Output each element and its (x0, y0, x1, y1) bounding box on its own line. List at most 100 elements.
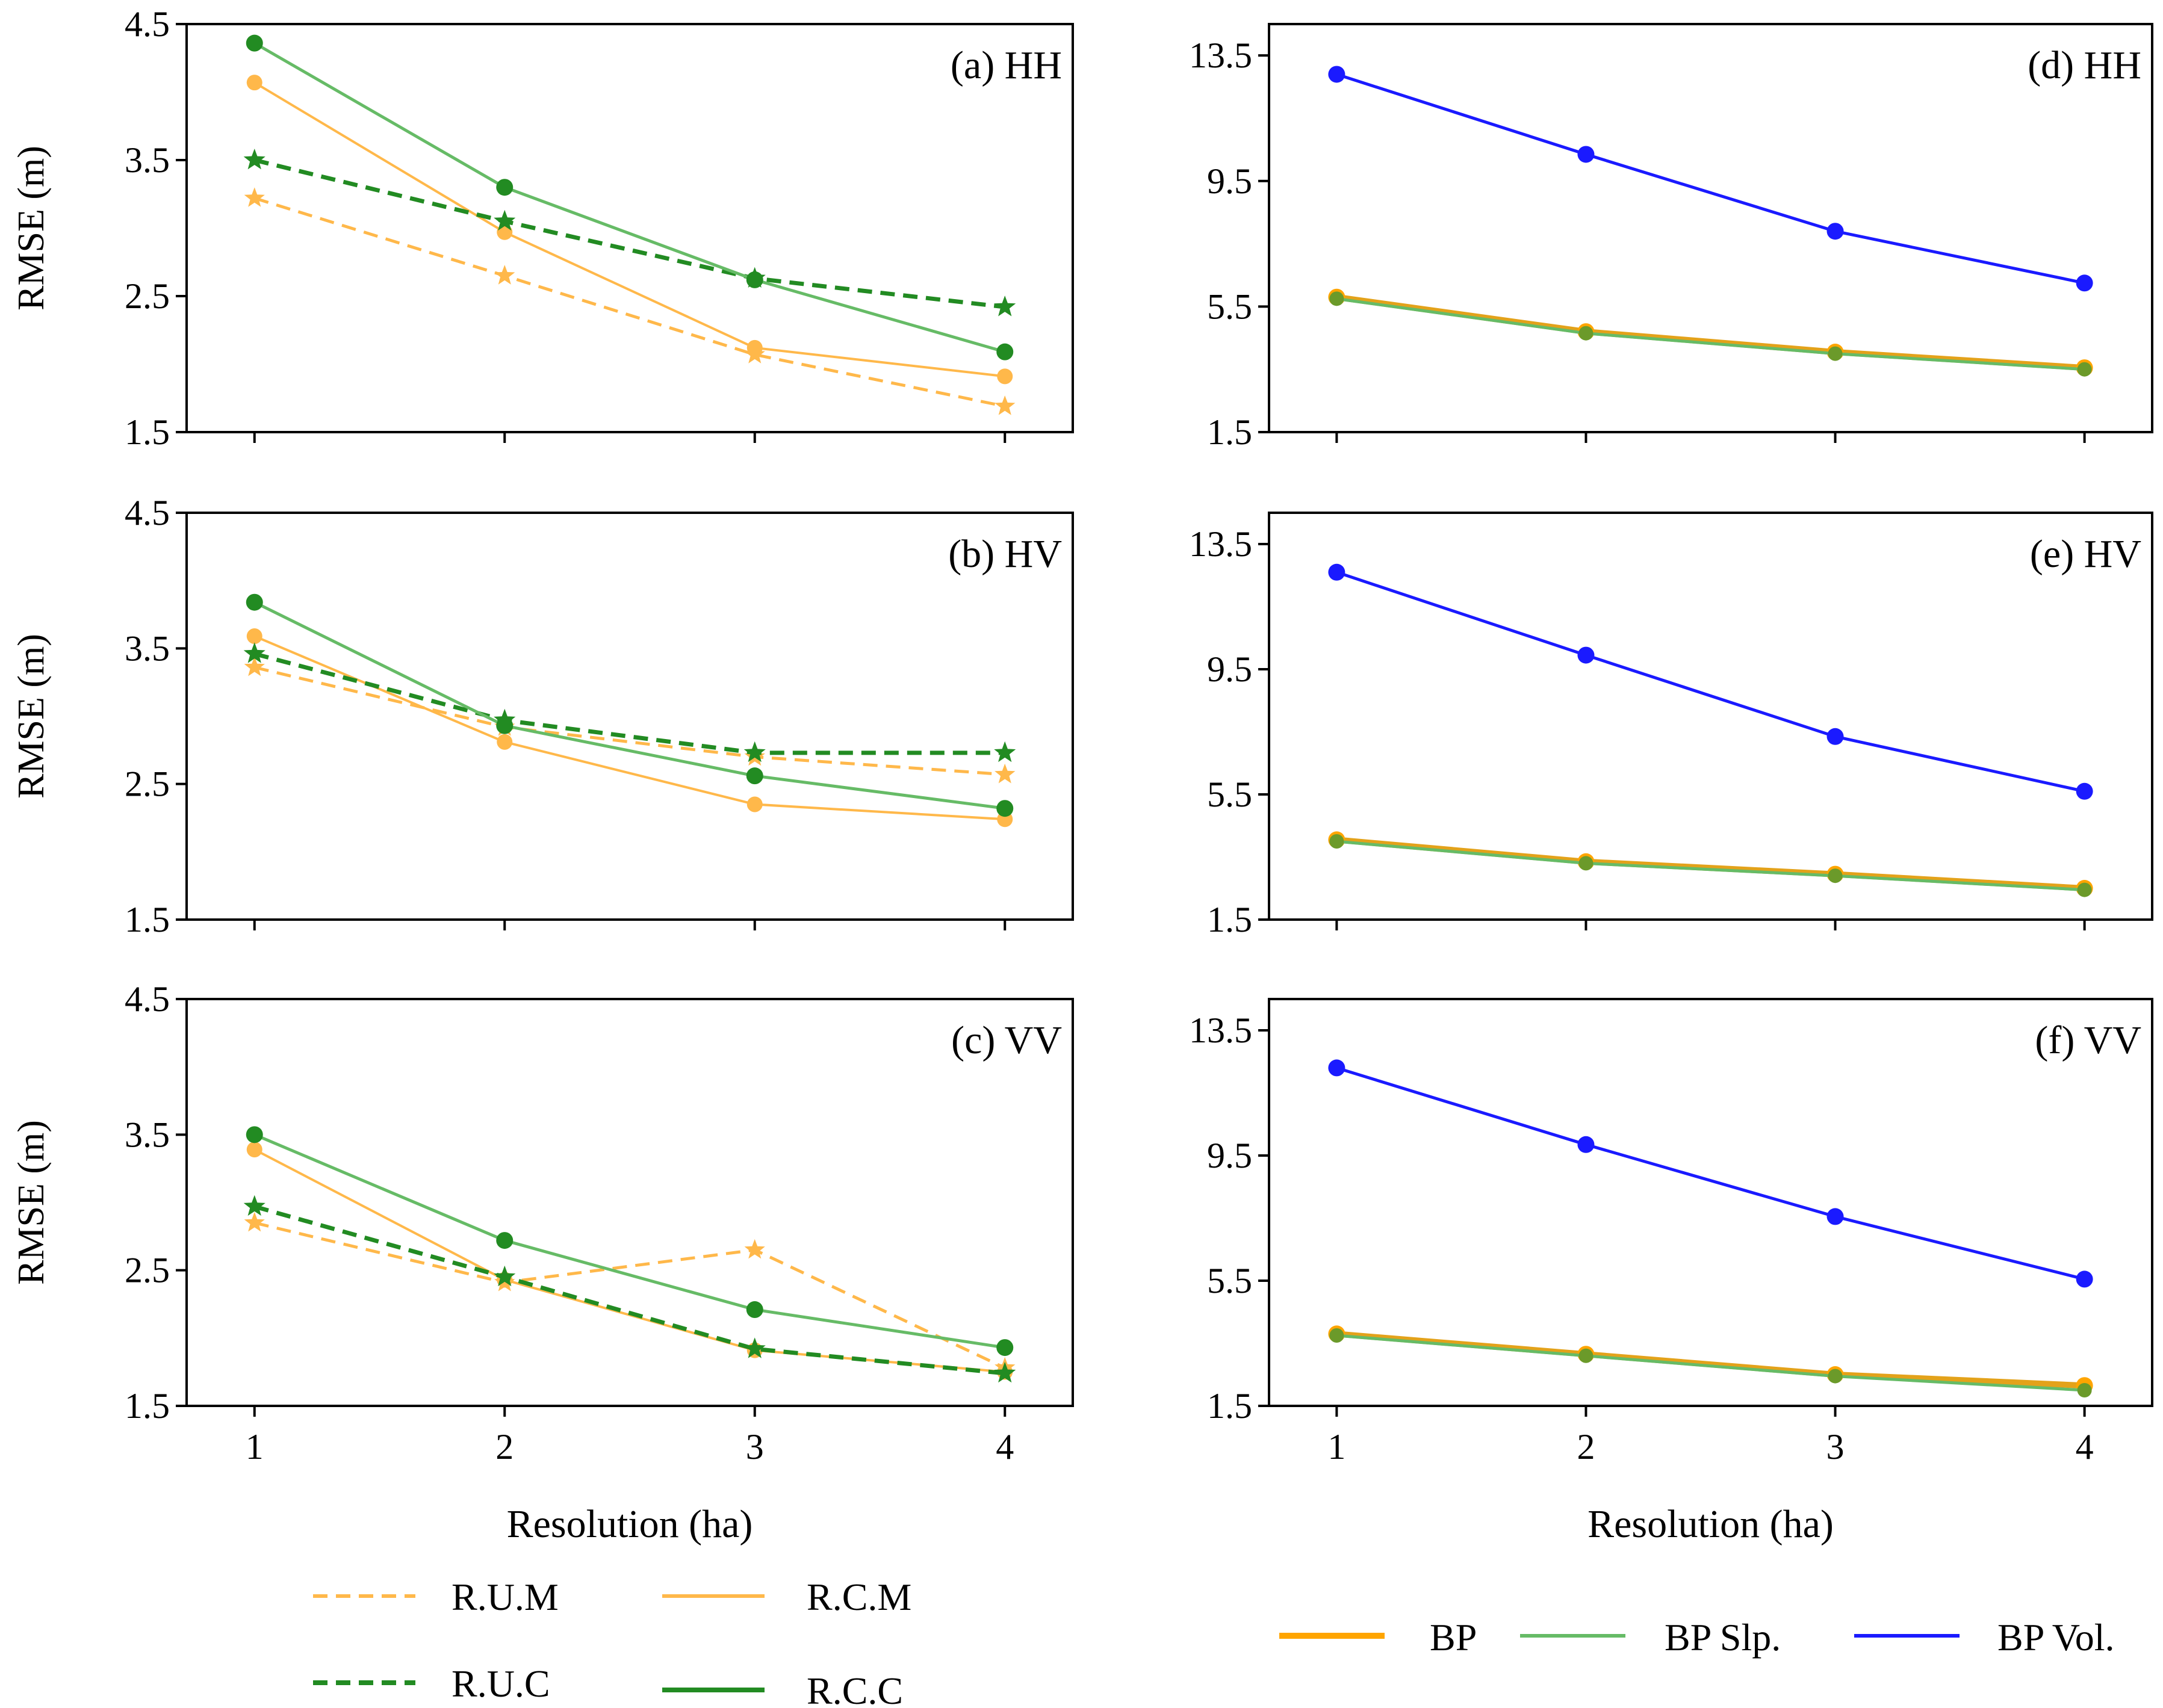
x-axis-label: Resolution (ha) (1587, 1502, 1834, 1546)
legend-item-rcm: R.C.M (662, 1576, 911, 1618)
panel-c-vv: 1.5 2.5 3.5 4.5 1 2 3 4 RMSE (m) Resolution (ha) (… (11, 979, 1074, 1546)
data-point (496, 717, 514, 734)
series-r-u-m (244, 656, 1016, 784)
series-bp-slp (1329, 834, 2092, 897)
data-point (994, 1361, 1016, 1383)
series-line (254, 666, 1005, 776)
y-tick-label: 1.5 (1207, 1386, 1252, 1426)
data-point (1577, 146, 1595, 163)
y-tick-label: 4.5 (125, 979, 170, 1019)
data-point (1826, 223, 1844, 240)
series-line (253, 1133, 1005, 1349)
chart-panels: 1.5 2.5 3.5 4.5 RMSE (m) (a) HH 1.5 2.5 3.5 4.5 RM… (11, 4, 2153, 1546)
y-tick-label: 13.5 (1189, 524, 1252, 564)
y-tick-label: 3.5 (125, 140, 170, 180)
series-bp-slp (1329, 291, 2092, 377)
data-point (1826, 1208, 1844, 1225)
y-tick-label: 5.5 (1207, 775, 1252, 814)
panel-title: (b) HV (948, 532, 1062, 576)
data-point (994, 741, 1016, 763)
y-tick-label: 3.5 (125, 628, 170, 668)
series-bp-vol (1328, 563, 2093, 800)
series-r-c-c (246, 1126, 1014, 1357)
y-tick-label: 9.5 (1207, 649, 1252, 689)
series-line (1336, 571, 2085, 793)
y-tick-label: 1.5 (125, 412, 170, 452)
series-line (254, 1221, 1006, 1370)
y-tick-label: 1.5 (125, 1386, 170, 1426)
data-point (496, 1232, 514, 1249)
plot-frame (1268, 998, 2153, 1407)
series-r-c-c (246, 593, 1014, 817)
data-point (243, 642, 265, 663)
x-tick-label: 2 (495, 1427, 514, 1467)
y-tick-label: 1.5 (125, 900, 170, 939)
y-tick-label: 13.5 (1189, 36, 1252, 75)
legend-label-rcm: R.C.M (807, 1576, 911, 1618)
data-point (996, 800, 1014, 817)
data-point (743, 1337, 766, 1358)
data-point (246, 593, 263, 611)
data-point (997, 368, 1013, 385)
data-point (1578, 1348, 1594, 1363)
y-tick-label: 3.5 (125, 1115, 170, 1154)
legend-item-ruc: R.U.C (313, 1662, 550, 1705)
panel-title: (f) VV (2035, 1018, 2141, 1062)
y-tick-label: 1.5 (1207, 900, 1252, 939)
data-point (746, 271, 763, 288)
series-r-c-m (246, 75, 1013, 385)
data-point (246, 75, 262, 91)
legend-item-bp: BP (1279, 1616, 1477, 1659)
legend-item-bp-vol: BP Vol. (1854, 1616, 2115, 1659)
data-point (746, 796, 763, 812)
series-line (253, 635, 1005, 821)
plot-frame (185, 23, 1074, 433)
series-bp-vol (1328, 1059, 2093, 1288)
series-line (1336, 1066, 2085, 1281)
data-point (995, 395, 1016, 415)
y-axis-label: RMSE (m) (11, 634, 52, 799)
data-point (743, 741, 766, 763)
data-point (2076, 782, 2093, 800)
legend-label-bp-vol: BP Vol. (1997, 1616, 2115, 1659)
series-r-c-m (246, 1142, 1013, 1380)
data-point (1828, 868, 1843, 883)
plot-frame (185, 998, 1074, 1407)
data-point (746, 339, 763, 356)
series-line (253, 651, 1005, 755)
series-r-c-m (246, 628, 1013, 828)
y-tick-label: 9.5 (1207, 161, 1252, 201)
x-tick-label: 4 (996, 1427, 1014, 1467)
series-bp-slp (1329, 1328, 2092, 1397)
x-tick-label: 1 (1327, 1427, 1345, 1467)
y-tick-label: 5.5 (1207, 286, 1252, 326)
legend-label-ruc: R.U.C (452, 1662, 550, 1705)
x-tick-label: 3 (746, 1427, 764, 1467)
legend-label-rum: R.U.M (452, 1576, 559, 1618)
data-point (246, 628, 262, 645)
series-r-u-m (244, 1211, 1016, 1377)
legend-item-rcc: R.C.C (662, 1669, 903, 1708)
series-r-c-c (246, 34, 1014, 360)
data-point (496, 179, 514, 196)
data-point (243, 1195, 265, 1216)
plot-frame (1268, 23, 2153, 433)
series-line (1336, 294, 2085, 371)
data-point (995, 763, 1016, 784)
series-line (1336, 1334, 2085, 1392)
y-tick-label: 2.5 (125, 276, 170, 316)
panel-a-hh: 1.5 2.5 3.5 4.5 RMSE (m) (a) HH (11, 4, 1074, 452)
data-point (497, 734, 513, 750)
x-tick-label: 4 (2076, 1427, 2094, 1467)
data-point (1578, 326, 1594, 341)
data-point (2077, 362, 2092, 377)
data-point (246, 1142, 262, 1158)
x-tick-label: 2 (1577, 1427, 1595, 1467)
y-axis-label: RMSE (m) (11, 1120, 52, 1285)
data-point (244, 656, 265, 676)
series-line (1336, 837, 2085, 891)
y-tick-label: 4.5 (125, 493, 170, 533)
data-point (246, 34, 263, 52)
data-point (244, 187, 265, 207)
